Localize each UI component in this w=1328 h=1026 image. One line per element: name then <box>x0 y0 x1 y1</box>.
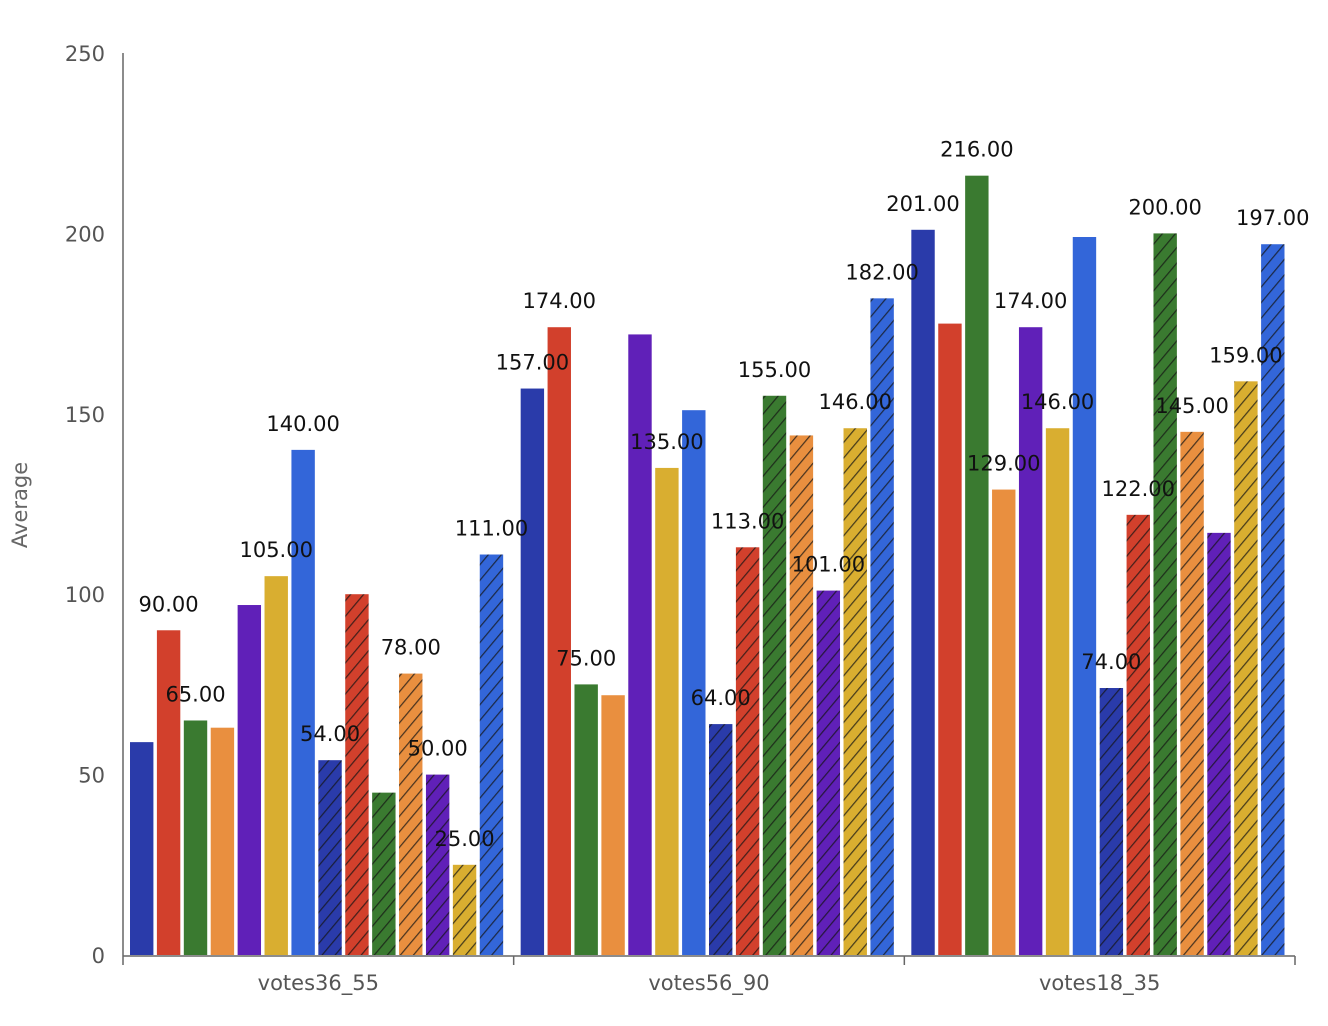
bar-votes36_55-s11 <box>399 673 423 955</box>
bar-votes18_35-s4 <box>992 489 1016 955</box>
value-label: 101.00 <box>792 553 865 577</box>
value-label: 157.00 <box>496 351 569 375</box>
bar-votes56_90-s6 <box>655 467 679 955</box>
value-label: 145.00 <box>1155 394 1228 418</box>
bar-votes36_55-s3 <box>183 720 208 955</box>
value-label: 197.00 <box>1236 206 1309 230</box>
bar-votes36_55-s1 <box>130 742 154 955</box>
value-label: 174.00 <box>523 289 596 313</box>
value-label: 74.00 <box>1081 650 1141 674</box>
bar-votes56_90-s10 <box>762 395 787 955</box>
value-label: 54.00 <box>300 722 360 746</box>
bar-votes18_35-s11 <box>1180 431 1204 956</box>
bar-votes18_35-s2 <box>938 323 962 956</box>
bar-votes18_35-s12 <box>1207 532 1231 955</box>
value-label: 140.00 <box>266 412 339 436</box>
value-label: 90.00 <box>139 592 199 616</box>
value-label: 129.00 <box>967 452 1040 476</box>
bar-votes36_55-s6 <box>264 576 288 955</box>
y-tick-label: 0 <box>92 944 105 968</box>
x-tick-label: votes56_90 <box>648 971 769 996</box>
bar-votes18_35-s10 <box>1153 233 1177 955</box>
bar-votes56_90-s4 <box>601 695 625 955</box>
bar-votes18_35-s3 <box>965 175 989 955</box>
value-label: 105.00 <box>239 538 312 562</box>
bar-votes36_55-s13 <box>452 864 477 955</box>
y-tick-label: 250 <box>65 42 105 66</box>
bar-votes18_35-s8 <box>1099 688 1124 955</box>
value-label: 78.00 <box>381 636 441 660</box>
bar-votes56_90-s2 <box>547 327 571 955</box>
bar-votes36_55-s9 <box>345 594 369 955</box>
bar-votes36_55-s5 <box>237 605 262 955</box>
bar-votes56_90-s13 <box>843 428 867 955</box>
bar-votes36_55-s7 <box>291 449 315 955</box>
value-label: 200.00 <box>1128 195 1201 219</box>
bar-votes56_90-s3 <box>574 684 598 955</box>
value-label: 146.00 <box>818 390 891 414</box>
value-label: 216.00 <box>940 138 1013 162</box>
axes: votes36_55 votes56_90 votes18_35 0 50 100 150 2… <box>65 42 1296 996</box>
value-label: 50.00 <box>408 737 468 761</box>
bar-votes18_35-s6 <box>1045 428 1070 955</box>
bar-votes56_90-s8 <box>709 724 733 955</box>
bar-votes56_90-s5 <box>628 334 652 955</box>
y-tick-label: 50 <box>78 764 105 788</box>
bar-votes18_35-s14 <box>1261 244 1285 955</box>
bar-votes36_55-s2 <box>156 630 181 955</box>
bar-votes56_90-s9 <box>735 547 760 955</box>
value-label: 146.00 <box>1021 390 1094 414</box>
value-labels: 90.00 65.00 105.00 140.00 54.00 78.00 50.00 25.… <box>139 138 1310 851</box>
value-label: 75.00 <box>556 646 616 670</box>
value-label: 155.00 <box>738 358 811 382</box>
bar-votes18_35-s1 <box>911 229 935 956</box>
y-axis-label: Average <box>8 462 32 548</box>
bar-votes56_90-s1 <box>520 388 545 955</box>
bar-votes36_55-s14 <box>479 554 504 955</box>
value-label: 65.00 <box>165 682 225 706</box>
x-tick-label: votes36_55 <box>258 971 379 996</box>
bar-votes36_55-s4 <box>210 727 235 955</box>
bar-votes36_55-s8 <box>318 760 342 955</box>
value-label: 182.00 <box>845 260 918 284</box>
y-tick-label: 100 <box>65 583 105 607</box>
value-label: 25.00 <box>434 827 494 851</box>
value-label: 122.00 <box>1102 477 1175 501</box>
bar-votes56_90-s11 <box>789 435 814 955</box>
value-label: 64.00 <box>691 686 751 710</box>
value-label: 201.00 <box>886 192 959 216</box>
bar-votes36_55-s12 <box>425 774 450 955</box>
value-label: 113.00 <box>711 509 784 533</box>
bar-votes36_55-s10 <box>372 792 396 955</box>
bar-votes18_35-s5 <box>1018 327 1043 955</box>
bars <box>130 175 1285 956</box>
bar-votes18_35-s7 <box>1072 237 1097 955</box>
value-label: 135.00 <box>630 430 703 454</box>
bar-votes56_90-s12 <box>816 590 841 955</box>
value-label: 111.00 <box>455 517 528 541</box>
value-label: 174.00 <box>994 289 1067 313</box>
y-tick-label: 200 <box>65 222 105 246</box>
bar-votes18_35-s9 <box>1126 514 1150 955</box>
bar-votes56_90-s14 <box>870 298 894 955</box>
bar-votes56_90-s7 <box>682 410 706 955</box>
value-label: 159.00 <box>1209 343 1282 367</box>
x-tick-label: votes18_35 <box>1039 971 1160 996</box>
bar-votes18_35-s13 <box>1234 381 1258 955</box>
y-tick-label: 150 <box>65 403 105 427</box>
